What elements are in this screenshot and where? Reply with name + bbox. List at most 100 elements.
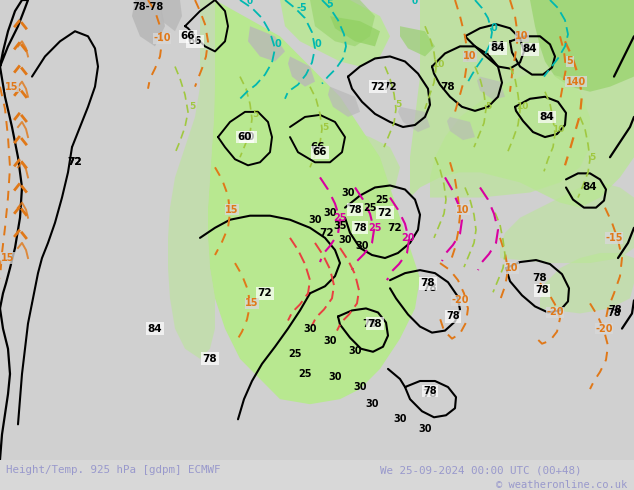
Text: 5: 5 bbox=[567, 56, 573, 67]
Polygon shape bbox=[400, 26, 435, 56]
Polygon shape bbox=[328, 87, 360, 117]
Text: 15: 15 bbox=[5, 82, 19, 92]
Text: 72: 72 bbox=[320, 228, 334, 238]
Text: 78: 78 bbox=[441, 82, 455, 92]
Polygon shape bbox=[310, 0, 375, 47]
Text: 78: 78 bbox=[607, 309, 621, 318]
Text: 60: 60 bbox=[241, 132, 256, 142]
Text: 78: 78 bbox=[363, 318, 377, 329]
Text: 140: 140 bbox=[566, 76, 586, 87]
Text: 72: 72 bbox=[383, 82, 398, 92]
Polygon shape bbox=[325, 122, 400, 197]
Text: 66: 66 bbox=[181, 31, 195, 41]
Text: 72: 72 bbox=[378, 208, 392, 218]
Text: 78: 78 bbox=[348, 205, 362, 215]
Polygon shape bbox=[398, 107, 430, 132]
Text: -20: -20 bbox=[547, 307, 564, 318]
Text: 66: 66 bbox=[313, 147, 327, 157]
Text: -20: -20 bbox=[595, 323, 612, 334]
Text: 30: 30 bbox=[418, 424, 432, 434]
Polygon shape bbox=[447, 117, 475, 140]
Polygon shape bbox=[208, 0, 420, 404]
Polygon shape bbox=[248, 26, 285, 61]
Text: 10: 10 bbox=[456, 205, 470, 215]
Text: We 25-09-2024 00:00 UTC (00+48): We 25-09-2024 00:00 UTC (00+48) bbox=[380, 465, 582, 475]
Text: 5: 5 bbox=[589, 153, 595, 162]
Text: 25: 25 bbox=[298, 369, 312, 379]
Text: 5: 5 bbox=[322, 122, 328, 131]
Text: 10: 10 bbox=[432, 60, 444, 69]
Text: 84: 84 bbox=[148, 323, 162, 334]
Polygon shape bbox=[288, 56, 315, 87]
Text: 78: 78 bbox=[423, 386, 437, 396]
Text: 15: 15 bbox=[245, 298, 259, 308]
Text: 5: 5 bbox=[395, 100, 401, 109]
Text: 35: 35 bbox=[333, 221, 347, 231]
Text: 66: 66 bbox=[311, 142, 325, 152]
Text: 25: 25 bbox=[333, 213, 347, 223]
Text: 78: 78 bbox=[446, 312, 460, 321]
Text: 10: 10 bbox=[552, 124, 564, 133]
Text: 30: 30 bbox=[303, 323, 317, 334]
Text: 25: 25 bbox=[375, 195, 389, 204]
Text: 30: 30 bbox=[339, 235, 352, 245]
Text: 25: 25 bbox=[363, 203, 377, 213]
Text: 72: 72 bbox=[257, 288, 273, 298]
Polygon shape bbox=[330, 16, 380, 47]
Text: © weatheronline.co.uk: © weatheronline.co.uk bbox=[496, 480, 628, 490]
Text: 0: 0 bbox=[314, 39, 321, 49]
Text: -5: -5 bbox=[297, 3, 307, 13]
Text: 78-78: 78-78 bbox=[133, 2, 164, 12]
Text: 30: 30 bbox=[323, 208, 337, 218]
Text: 15: 15 bbox=[1, 253, 15, 263]
Polygon shape bbox=[168, 0, 215, 359]
Text: 10: 10 bbox=[463, 51, 477, 61]
Text: 78: 78 bbox=[368, 318, 382, 329]
Text: 10: 10 bbox=[515, 31, 529, 41]
Text: 78: 78 bbox=[423, 283, 437, 294]
Text: 78: 78 bbox=[421, 278, 436, 288]
Polygon shape bbox=[500, 182, 634, 263]
Text: 78: 78 bbox=[535, 285, 549, 295]
Text: 5: 5 bbox=[252, 110, 258, 120]
Polygon shape bbox=[430, 72, 590, 197]
Text: 10: 10 bbox=[505, 263, 519, 273]
Text: 5: 5 bbox=[485, 102, 491, 111]
Polygon shape bbox=[280, 0, 390, 67]
Text: 25: 25 bbox=[368, 223, 382, 233]
Text: 30: 30 bbox=[308, 215, 321, 225]
Polygon shape bbox=[410, 0, 634, 208]
Text: 30: 30 bbox=[328, 372, 342, 382]
Text: 30: 30 bbox=[348, 346, 362, 356]
Text: 0: 0 bbox=[491, 23, 498, 33]
Text: -20: -20 bbox=[451, 295, 469, 305]
Text: 0: 0 bbox=[412, 0, 418, 5]
Text: 5: 5 bbox=[189, 102, 195, 111]
Text: 84: 84 bbox=[522, 44, 537, 53]
Text: 72: 72 bbox=[387, 223, 403, 233]
Text: 20: 20 bbox=[401, 233, 415, 243]
Text: Height/Temp. 925 hPa [gdpm] ECMWF: Height/Temp. 925 hPa [gdpm] ECMWF bbox=[6, 465, 221, 475]
Text: 78: 78 bbox=[608, 305, 622, 316]
Text: 84: 84 bbox=[522, 45, 537, 54]
Polygon shape bbox=[132, 0, 165, 47]
Text: 78: 78 bbox=[203, 354, 217, 364]
Text: 84: 84 bbox=[583, 182, 597, 193]
Text: 30: 30 bbox=[355, 241, 369, 251]
Text: 72: 72 bbox=[68, 157, 82, 167]
Text: 30: 30 bbox=[365, 399, 378, 409]
Text: 84: 84 bbox=[540, 112, 554, 122]
Text: 30: 30 bbox=[341, 188, 355, 197]
Text: 0: 0 bbox=[275, 39, 281, 49]
Text: 78: 78 bbox=[533, 273, 547, 283]
Text: 30: 30 bbox=[353, 382, 366, 392]
Text: 78: 78 bbox=[353, 223, 367, 233]
Text: 25: 25 bbox=[288, 349, 302, 359]
Polygon shape bbox=[480, 0, 634, 92]
Text: 30: 30 bbox=[323, 336, 337, 345]
Text: 72: 72 bbox=[371, 82, 385, 92]
Text: 60: 60 bbox=[238, 132, 252, 142]
Text: -15: -15 bbox=[605, 233, 623, 243]
Text: 10: 10 bbox=[516, 102, 528, 111]
Polygon shape bbox=[477, 76, 505, 100]
